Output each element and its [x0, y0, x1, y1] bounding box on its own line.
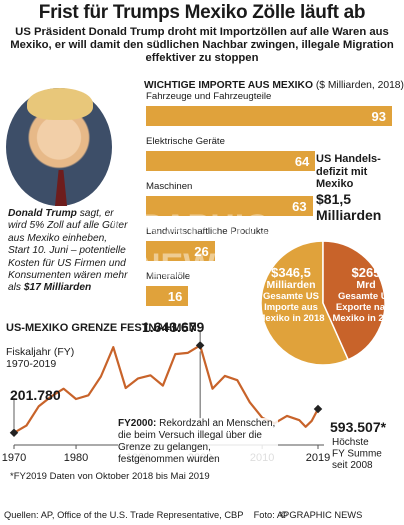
apprehensions-line	[13, 344, 319, 434]
imports-bar-label: Elektrische Geräte	[146, 136, 225, 147]
pie-import-label-group: $346,5 Milliarden Gesamte US Importe aus…	[250, 266, 332, 324]
imports-title: WICHTIGE IMPORTE AUS MEXIKO ($ Milliarde…	[144, 80, 404, 91]
marker-1970	[9, 428, 19, 438]
trade-pie-chart	[260, 240, 386, 366]
x-tick-label: 1970	[2, 452, 26, 464]
x-tick-label: 1980	[64, 452, 88, 464]
pie-slice-imports	[260, 240, 350, 366]
imports-bar-value: 93	[371, 109, 386, 124]
note-2019-line: Höchste	[332, 437, 369, 448]
pie-export-unit: Mrd	[356, 279, 376, 291]
imports-bar-label: Landwirtschaftliche Produkte	[146, 226, 269, 237]
imports-bar-label: Fahrzeuge und Fahrzeugteile	[146, 91, 272, 102]
value-2019: 593.507*	[330, 419, 387, 435]
border-sub-fy: Fiskaljahr (FY)	[6, 346, 75, 358]
fy2000-annotation: FY2000: Rekordzahl an Menschen, die beim…	[118, 418, 278, 466]
imports-bar	[146, 106, 392, 126]
page-title: Frist für Trumps Mexiko Zölle läuft ab	[38, 2, 366, 23]
page-subtitle: US Präsident Donald Trump droht mit Impo…	[10, 26, 394, 64]
trump-cost: $17 Milliarden	[23, 282, 92, 294]
pie-export-label-group: $265 Mrd Gesamte US Exporte nach Mexiko …	[332, 266, 400, 324]
marker-2019	[313, 404, 323, 414]
trump-photo-tie	[55, 170, 67, 206]
sources: Quellen: AP, Office of the U.S. Trade Re…	[4, 510, 290, 520]
border-chart-subtitle: Fiskaljahr (FY) 1970-2019	[6, 346, 74, 370]
trump-quote: Donald Trump sagt, er wird 5% Zoll auf a…	[8, 208, 128, 295]
copyright: © GRAPHIC NEWS	[280, 510, 363, 520]
trump-photo-hair	[27, 88, 93, 120]
imports-bar-value: 63	[292, 199, 307, 214]
imports-unit: ($ Milliarden, 2018)	[312, 80, 404, 91]
imports-bar	[146, 241, 215, 261]
pie-import-label: Gesamte US Importe aus Mexiko in 2018	[257, 291, 325, 324]
value-peak: 1.643.679	[142, 320, 204, 335]
fy2000-text: Rekordzahl an Menschen, die beim Versuch…	[118, 418, 276, 465]
trump-name: Donald Trump	[8, 208, 77, 219]
pie-slice-exports	[322, 240, 386, 361]
border-chart-title: US-MEXIKO GRENZE FESTNAHMEN	[6, 322, 197, 334]
imports-bar-value: 26	[194, 244, 209, 259]
trump-text-body: sagt, er wird 5% Zoll auf alle Güter aus…	[8, 208, 128, 294]
fy2000-head: FY2000:	[118, 418, 157, 429]
imports-bar	[146, 286, 189, 306]
imports-bar	[146, 196, 313, 216]
imports-bar-value: 16	[167, 289, 183, 304]
pie-export-amount: $265	[351, 265, 381, 280]
note-2019-line: seit 2008	[332, 460, 373, 471]
imports-bar-label: Mineralöle	[146, 271, 191, 282]
note-2019-line: FY Summe	[332, 449, 382, 460]
imports-bar	[146, 151, 316, 171]
value-1970: 201.780	[10, 387, 61, 403]
footnote: *FY2019 Daten von Oktober 2018 bis Mai 2…	[10, 471, 210, 482]
x-tick-label: 2019	[306, 452, 330, 464]
deficit-heading: US Handels-defizit mit Mexiko	[316, 153, 381, 190]
apprehensions-line-chart: 197019801990200020102019201.7801.643.679…	[2, 320, 387, 471]
imports-title-text: WICHTIGE IMPORTE AUS MEXIKO	[144, 80, 313, 91]
imports-bar-value: 64	[294, 154, 310, 169]
pie-import-unit: Milliarden	[266, 279, 316, 291]
watermark: GRAPHIC NEWS	[112, 208, 269, 285]
border-sub-range: 1970-2019	[6, 358, 57, 370]
pie-export-label: Gesamte US Exporte nach Mexiko in 2018	[332, 291, 400, 324]
imports-bar-label: Maschinen	[146, 181, 193, 192]
pie-import-amount: $346,5	[271, 265, 311, 280]
deficit-value: $81,5 Milliarden	[316, 191, 382, 223]
